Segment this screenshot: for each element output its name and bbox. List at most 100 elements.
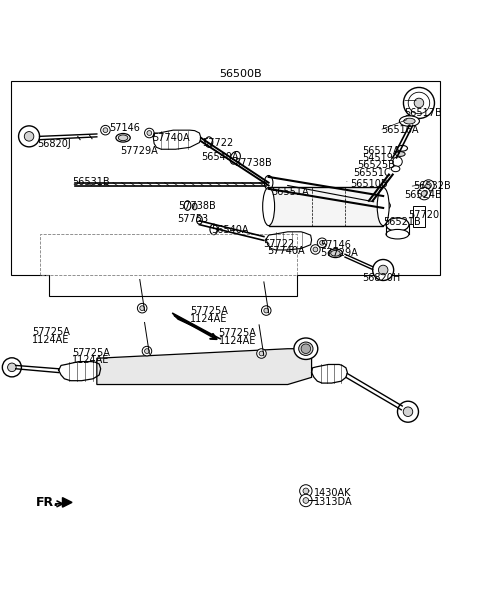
Ellipse shape	[404, 87, 434, 119]
Circle shape	[320, 240, 324, 245]
Text: 56551A: 56551A	[271, 187, 309, 197]
Circle shape	[301, 344, 311, 353]
Ellipse shape	[413, 208, 425, 225]
Circle shape	[423, 180, 434, 191]
Circle shape	[2, 358, 22, 377]
Text: 57725A: 57725A	[72, 347, 110, 358]
Ellipse shape	[414, 98, 424, 108]
Circle shape	[262, 306, 271, 315]
Text: 56532B: 56532B	[413, 181, 451, 191]
Text: 57740A: 57740A	[152, 133, 189, 143]
Circle shape	[142, 346, 152, 356]
Text: 56540A: 56540A	[211, 225, 249, 235]
Text: 57740A: 57740A	[268, 246, 305, 256]
Circle shape	[144, 128, 154, 138]
Polygon shape	[97, 349, 312, 385]
Circle shape	[403, 407, 413, 417]
Circle shape	[397, 401, 419, 422]
Ellipse shape	[197, 216, 202, 224]
Ellipse shape	[376, 201, 390, 210]
Circle shape	[264, 308, 269, 313]
Text: FR.: FR.	[36, 496, 59, 509]
Polygon shape	[172, 313, 221, 339]
Text: 1313DA: 1313DA	[314, 497, 353, 507]
Ellipse shape	[386, 229, 409, 239]
Text: 56500B: 56500B	[219, 69, 261, 79]
Ellipse shape	[331, 250, 340, 256]
Text: 57753: 57753	[177, 214, 208, 224]
Ellipse shape	[210, 224, 217, 235]
Text: 57146: 57146	[109, 123, 140, 133]
Text: 57725A: 57725A	[33, 327, 70, 337]
Text: 1430AK: 1430AK	[314, 488, 351, 498]
Text: 56524B: 56524B	[405, 190, 443, 200]
Circle shape	[313, 247, 318, 252]
Ellipse shape	[230, 152, 240, 164]
Circle shape	[378, 265, 388, 275]
Text: 56516A: 56516A	[381, 125, 418, 135]
Text: 56540A: 56540A	[201, 152, 239, 162]
Text: 56517A: 56517A	[362, 146, 399, 156]
Circle shape	[8, 363, 16, 371]
Text: 56531B: 56531B	[72, 177, 109, 187]
Circle shape	[300, 485, 312, 497]
Ellipse shape	[386, 218, 409, 231]
Text: 56521B: 56521B	[383, 217, 421, 228]
Ellipse shape	[184, 201, 191, 210]
Ellipse shape	[205, 137, 213, 147]
Text: 57722: 57722	[202, 138, 233, 147]
Ellipse shape	[118, 135, 128, 141]
Circle shape	[303, 498, 309, 503]
Circle shape	[421, 191, 427, 196]
Ellipse shape	[378, 202, 388, 209]
Ellipse shape	[396, 152, 405, 157]
Circle shape	[426, 182, 432, 188]
Text: 57738B: 57738B	[234, 158, 272, 167]
Text: 1124AE: 1124AE	[72, 355, 109, 365]
Circle shape	[418, 187, 431, 200]
Ellipse shape	[294, 338, 318, 359]
Text: 56517B: 56517B	[405, 108, 443, 119]
Circle shape	[317, 238, 327, 247]
Circle shape	[257, 349, 266, 358]
Text: 57146: 57146	[320, 240, 351, 250]
Ellipse shape	[192, 203, 197, 210]
Circle shape	[259, 351, 264, 356]
Text: 54519: 54519	[362, 153, 393, 163]
Circle shape	[147, 131, 152, 135]
Text: 56551C: 56551C	[354, 168, 391, 178]
Bar	[269, 187, 383, 226]
Text: 57729A: 57729A	[320, 248, 358, 258]
Ellipse shape	[404, 118, 415, 124]
Ellipse shape	[328, 249, 343, 258]
Bar	[413, 205, 425, 226]
Circle shape	[372, 259, 394, 281]
Ellipse shape	[299, 342, 313, 355]
Ellipse shape	[264, 176, 273, 190]
Ellipse shape	[408, 92, 430, 114]
Ellipse shape	[397, 146, 408, 151]
Circle shape	[103, 128, 108, 132]
Ellipse shape	[391, 166, 400, 172]
Circle shape	[300, 494, 312, 507]
Text: 57725A: 57725A	[190, 306, 228, 317]
Circle shape	[144, 349, 149, 353]
Text: 57722: 57722	[263, 239, 294, 249]
Text: 1124AE: 1124AE	[190, 314, 227, 324]
Ellipse shape	[116, 134, 130, 142]
Text: 57725A: 57725A	[218, 329, 256, 338]
Text: 56820J: 56820J	[37, 138, 71, 149]
Circle shape	[311, 244, 320, 254]
Text: 56820H: 56820H	[362, 273, 400, 283]
Text: 56510B: 56510B	[350, 179, 387, 189]
Ellipse shape	[399, 116, 420, 126]
Text: 1124AE: 1124AE	[33, 335, 70, 345]
Circle shape	[393, 157, 402, 166]
Text: 57738B: 57738B	[178, 200, 216, 211]
Circle shape	[140, 306, 144, 311]
Circle shape	[24, 132, 34, 141]
Text: 1124AE: 1124AE	[218, 336, 256, 346]
Text: 57720: 57720	[408, 210, 439, 220]
Ellipse shape	[377, 187, 389, 226]
Ellipse shape	[263, 187, 275, 226]
